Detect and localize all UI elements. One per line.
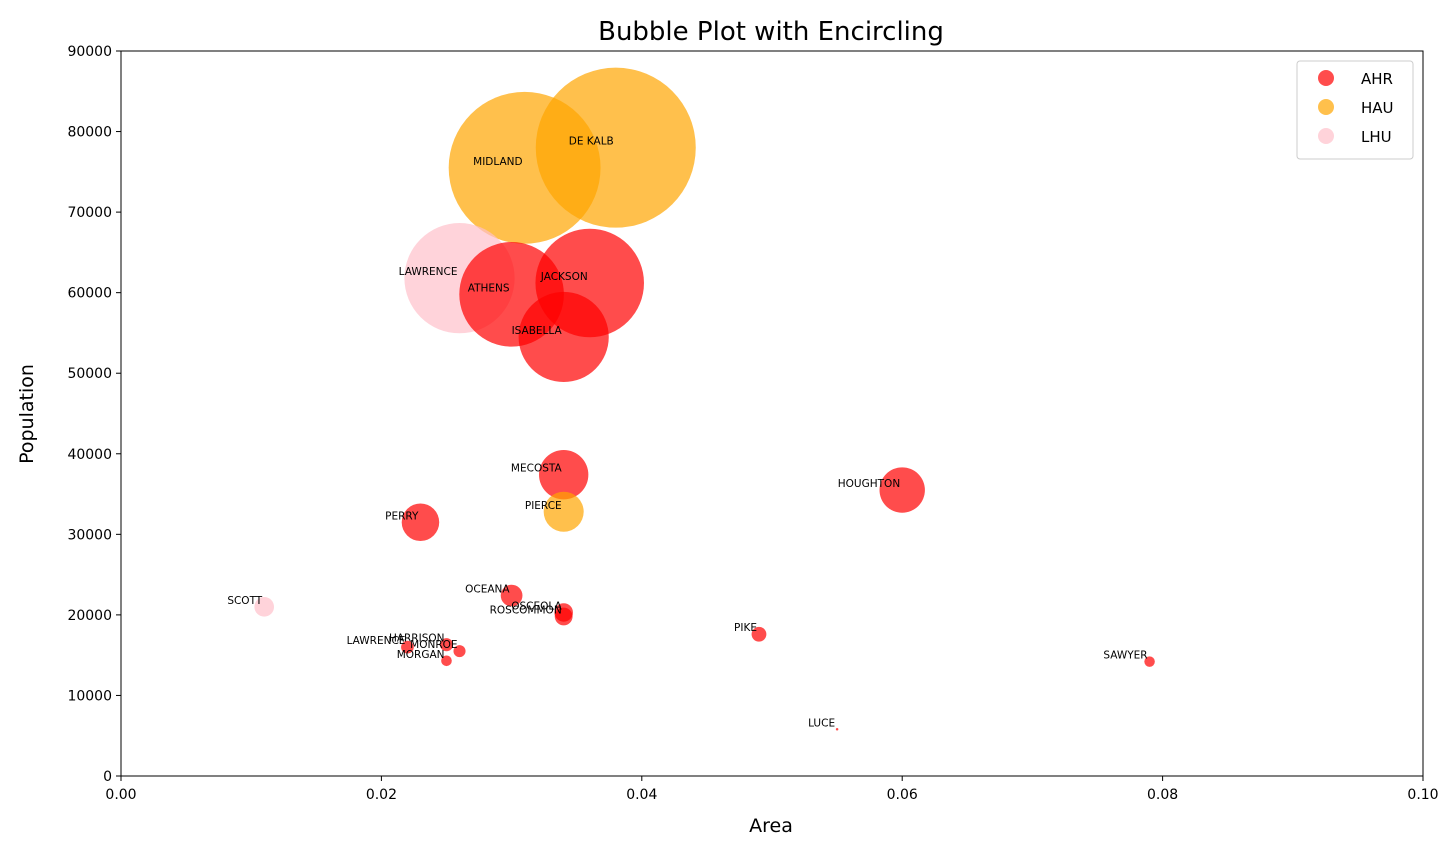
bubble-lawrence-16 <box>401 640 414 654</box>
legend-label-lhu: LHU <box>1361 128 1392 146</box>
point-label-layer: MIDLAND DE KALB LAWRENCE ATHENS JACKSON ISABE… <box>227 136 1147 730</box>
x-axis-label: Area <box>749 815 793 837</box>
y-tick-label: 30000 <box>67 527 112 543</box>
bubble-sawyer-15 <box>1144 656 1155 667</box>
point-label-houghton-8: HOUGHTON <box>838 478 900 490</box>
point-label-morgan-19: MORGAN <box>397 649 445 661</box>
bubble-pierce-7 <box>543 491 584 532</box>
bubble-oceana-10 <box>500 584 523 607</box>
point-label-osceola-11: OSCEOLA <box>511 600 562 612</box>
x-tick-label: 0.00 <box>105 787 136 803</box>
point-label-athens-3: ATHENS <box>468 282 510 294</box>
bubble-scott-13 <box>254 597 275 617</box>
bubble-harrison-17 <box>439 638 454 652</box>
point-label-luce-20: LUCE <box>808 717 835 729</box>
bubble-mecosta-6 <box>539 450 589 500</box>
chart-title: Bubble Plot with Encircling <box>598 17 944 47</box>
legend-marker-hau <box>1318 99 1334 115</box>
legend-label-ahr: AHR <box>1361 70 1393 88</box>
bubble-pike-14 <box>751 626 767 642</box>
y-tick-label: 40000 <box>67 447 112 463</box>
point-label-pierce-7: PIERCE <box>525 500 562 512</box>
y-tick-label: 90000 <box>67 44 112 60</box>
point-label-midland-0: MIDLAND <box>473 156 522 168</box>
x-tick-label: 0.08 <box>1147 787 1178 803</box>
legend-marker-lhu <box>1318 128 1334 144</box>
legend: AHR HAU LHU <box>1296 60 1414 160</box>
plot-frame <box>120 50 1424 777</box>
bubble-houghton-8 <box>879 467 925 513</box>
y-tick-label: 10000 <box>67 688 112 704</box>
x-tick-label: 0.04 <box>626 787 657 803</box>
point-label-isabella-5: ISABELLA <box>512 325 563 337</box>
point-label-sawyer-15: SAWYER <box>1103 650 1147 662</box>
point-label-pike-14: PIKE <box>734 622 757 634</box>
bubble-luce-20 <box>835 728 839 731</box>
bubble-layer <box>254 67 1155 731</box>
point-label-lawrence-2: LAWRENCE <box>399 266 458 278</box>
legend-box <box>1296 60 1414 160</box>
legend-marker-ahr <box>1318 70 1334 86</box>
x-axis-ticks: 0.00 0.02 0.04 0.06 0.08 0.10 <box>105 776 1439 803</box>
point-label-de-kalb-1: DE KALB <box>569 136 614 148</box>
y-axis-label: Population <box>16 364 38 464</box>
point-label-oceana-10: OCEANA <box>465 584 510 596</box>
y-tick-label: 60000 <box>67 286 112 302</box>
y-tick-label: 0 <box>103 769 112 785</box>
x-tick-label: 0.10 <box>1407 787 1438 803</box>
bubble-morgan-19 <box>441 655 452 667</box>
y-tick-label: 50000 <box>67 366 112 382</box>
point-label-perry-9: PERRY <box>385 510 419 522</box>
point-label-jackson-4: JACKSON <box>540 271 588 283</box>
bubble-perry-9 <box>401 503 440 542</box>
point-label-mecosta-6: MECOSTA <box>511 463 563 475</box>
bubble-de-kalb-1 <box>535 67 696 228</box>
legend-label-hau: HAU <box>1361 99 1394 117</box>
x-tick-label: 0.06 <box>887 787 918 803</box>
y-tick-label: 80000 <box>67 125 112 141</box>
point-label-scott-13: SCOTT <box>227 595 262 607</box>
y-tick-label: 70000 <box>67 205 112 221</box>
bubble-roscommon-12 <box>554 607 573 626</box>
y-tick-label: 20000 <box>67 608 112 624</box>
point-label-monroe-18: MONROE <box>410 639 457 651</box>
bubble-isabella-5 <box>518 291 609 383</box>
y-axis-ticks: 0 10000 20000 30000 40000 50000 60000 70000 8000… <box>67 44 121 785</box>
point-label-roscommon-12: ROSCOMMON <box>490 605 562 617</box>
x-tick-label: 0.02 <box>366 787 397 803</box>
point-label-harrison-17: HARRISON <box>389 633 445 645</box>
point-label-lawrence-16: LAWRENCE <box>347 635 406 647</box>
bubble-monroe-18 <box>453 645 466 658</box>
